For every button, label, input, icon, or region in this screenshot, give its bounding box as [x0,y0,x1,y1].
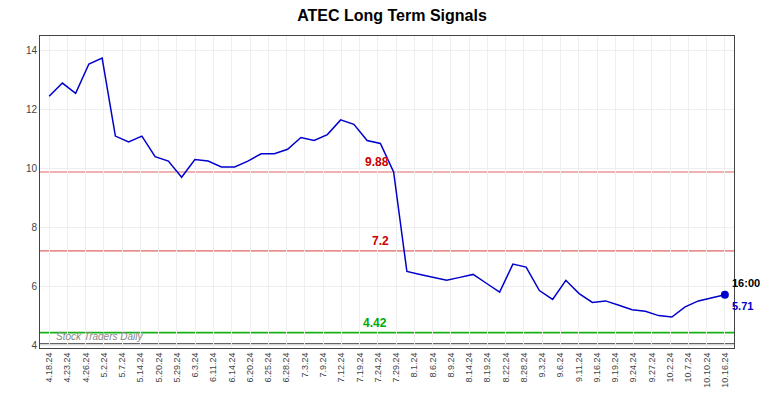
svg-text:4: 4 [31,340,37,351]
svg-text:8.28.24: 8.28.24 [519,353,529,383]
svg-text:8.1.24: 8.1.24 [409,353,419,378]
svg-text:6.3.24: 6.3.24 [190,353,200,378]
svg-text:7.29.24: 7.29.24 [391,353,401,383]
svg-text:6.11.24: 6.11.24 [208,353,218,382]
svg-text:8.6.24: 8.6.24 [428,353,438,378]
svg-text:9.19.24: 9.19.24 [610,353,620,383]
svg-text:10.7.24: 10.7.24 [683,353,693,383]
svg-text:9.6.24: 9.6.24 [555,353,565,378]
svg-text:4.18.24: 4.18.24 [44,353,54,383]
svg-text:4.26.24: 4.26.24 [81,353,91,383]
svg-text:6.28.24: 6.28.24 [281,353,291,383]
svg-text:8.19.24: 8.19.24 [482,353,492,383]
svg-text:ATEC Long Term Signals: ATEC Long Term Signals [297,7,487,24]
svg-text:16:00: 16:00 [732,277,760,289]
svg-text:9.27.24: 9.27.24 [647,353,657,383]
svg-text:12: 12 [26,104,38,115]
svg-text:5.14.24: 5.14.24 [135,353,145,383]
svg-text:7.2: 7.2 [372,234,389,248]
svg-text:8.14.24: 8.14.24 [464,353,474,383]
svg-text:7.19.24: 7.19.24 [355,353,365,383]
svg-text:8.22.24: 8.22.24 [501,353,511,383]
svg-text:10: 10 [26,163,38,174]
svg-text:10.10.24: 10.10.24 [702,353,712,388]
svg-text:4.42: 4.42 [363,316,387,330]
svg-text:6: 6 [31,281,37,292]
svg-text:7.12.24: 7.12.24 [336,353,346,383]
svg-text:5.20.24: 5.20.24 [154,353,164,383]
svg-text:5.71: 5.71 [732,300,753,312]
svg-text:4.23.24: 4.23.24 [62,353,72,383]
svg-text:6.14.24: 6.14.24 [227,353,237,383]
svg-text:9.24.24: 9.24.24 [628,353,638,383]
svg-text:5.2.24: 5.2.24 [99,353,109,378]
svg-text:9.88: 9.88 [365,155,389,169]
svg-text:5.7.24: 5.7.24 [117,353,127,378]
svg-text:8: 8 [31,222,37,233]
svg-text:10.16.24: 10.16.24 [720,353,730,388]
svg-text:9.3.24: 9.3.24 [537,353,547,378]
svg-text:7.9.24: 7.9.24 [318,353,328,378]
svg-text:9.16.24: 9.16.24 [592,353,602,383]
svg-text:7.24.24: 7.24.24 [373,353,383,383]
svg-text:Stock Traders Daily: Stock Traders Daily [56,331,144,342]
svg-text:5.29.24: 5.29.24 [172,353,182,383]
svg-text:9.11.24: 9.11.24 [574,353,584,382]
svg-text:10.2.24: 10.2.24 [665,353,675,383]
svg-text:8.9.24: 8.9.24 [446,353,456,378]
svg-text:6.25.24: 6.25.24 [263,353,273,383]
svg-text:14: 14 [26,45,38,56]
svg-text:7.3.24: 7.3.24 [300,353,310,378]
svg-text:6.20.24: 6.20.24 [245,353,255,383]
